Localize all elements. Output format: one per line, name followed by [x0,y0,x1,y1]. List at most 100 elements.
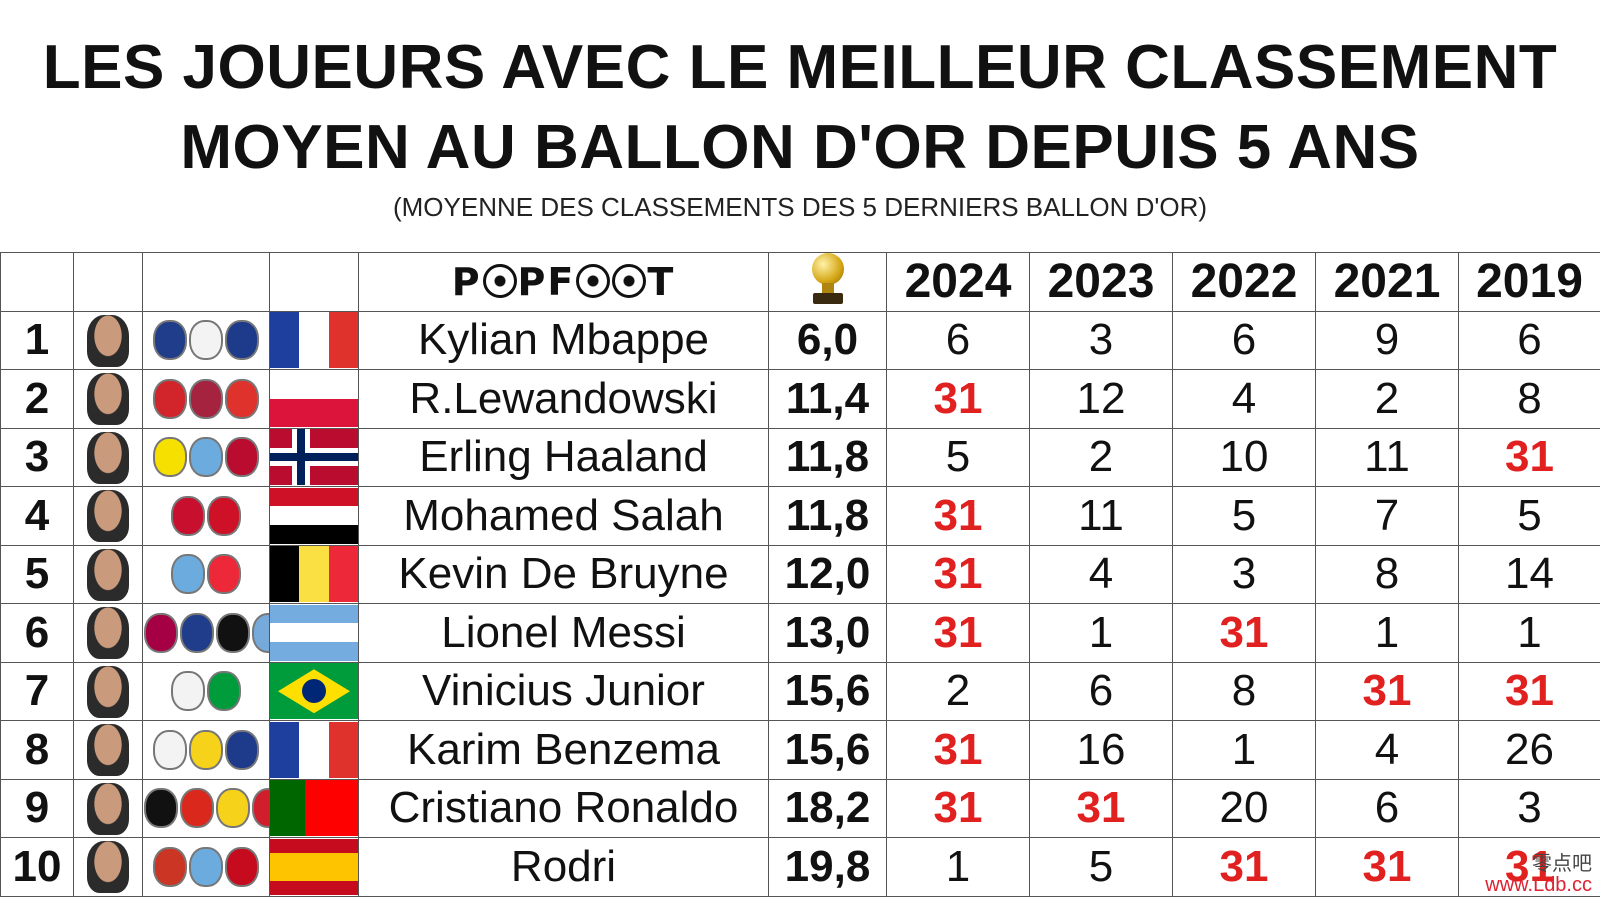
photo-cell [73,310,143,370]
club-crest-icon [216,788,250,829]
photo-cell [73,778,143,838]
rank-cell: 1 [0,310,74,370]
year-rank-cell: 31 [1172,603,1316,663]
clubs-cell [142,661,270,721]
country-flag [270,429,358,486]
header-year: 2019 [1458,252,1600,312]
year-rank-cell: 9 [1315,310,1459,370]
year-rank-cell: 6 [1029,661,1173,721]
table-row: 1 Kylian Mbappe 6,0 6 3 6 9 6 [0,310,1600,370]
photo-cell [73,427,143,487]
flag-cell [269,544,359,604]
year-rank-cell: 31 [1458,427,1600,487]
photo-cell [73,720,143,780]
player-name: R.Lewandowski [358,369,769,429]
average-rank: 15,6 [768,661,887,721]
year-rank-cell: 8 [1458,369,1600,429]
header-flag [269,252,359,312]
rank-cell: 3 [0,427,74,487]
year-rank-cell: 5 [1458,486,1600,546]
club-crest-icon [153,437,187,478]
watermark-line-1: 零点吧 [1532,853,1592,875]
year-rank-cell: 31 [1315,661,1459,721]
club-crest-icon [153,846,187,887]
country-flag [270,663,358,720]
year-rank-cell: 11 [1029,486,1173,546]
player-name: Lionel Messi [358,603,769,663]
flag-cell [269,603,359,663]
average-rank: 12,0 [768,544,887,604]
table-row: 3 Erling Haaland 11,8 5 2 10 11 31 [0,427,1600,487]
header-row: P PF T 2024 2023 2022 2021 2019 [0,252,1600,312]
average-rank: 15,6 [768,720,887,780]
country-flag [270,312,358,369]
year-rank-cell: 2 [1029,427,1173,487]
player-name: Rodri [358,837,769,897]
player-photo [87,607,129,660]
club-crest-icon [252,788,269,829]
club-crest-icon [153,320,187,361]
year-rank-cell: 7 [1315,486,1459,546]
player-photo [87,841,129,894]
rank-cell: 7 [0,661,74,721]
club-crest-icon [225,320,259,361]
flag-cell [269,720,359,780]
brand-text: P PF T [451,259,676,304]
photo-cell [73,661,143,721]
year-rank-cell: 10 [1172,427,1316,487]
player-name: Mohamed Salah [358,486,769,546]
club-crest-icon [180,612,214,653]
club-crest-icon [207,671,241,712]
year-rank-cell: 4 [1315,720,1459,780]
club-crest-icon [189,320,223,361]
header-photo [73,252,143,312]
player-photo [87,665,129,718]
clubs-cell [142,310,270,370]
club-crest-icon [171,554,205,595]
player-photo [87,490,129,543]
ballon-dor-trophy-icon [805,253,851,305]
year-rank-cell: 1 [886,837,1030,897]
rank-cell: 2 [0,369,74,429]
player-photo [87,431,129,484]
year-rank-cell: 20 [1172,778,1316,838]
year-rank-cell: 4 [1029,544,1173,604]
player-name: Vinicius Junior [358,661,769,721]
rank-cell: 4 [0,486,74,546]
flag-cell [269,427,359,487]
country-flag [270,838,358,895]
rank-cell: 9 [0,778,74,838]
watermark-line-2: www.Ldb.cc [1485,874,1592,896]
table-row: 2 R.Lewandowski 11,4 31 12 4 2 8 [0,369,1600,429]
club-crest-icon [225,729,259,770]
header-rank [0,252,74,312]
clubs-cell [142,427,270,487]
year-rank-cell: 31 [886,544,1030,604]
title-line-1: LES JOUEURS AVEC LE MEILLEUR CLASSEMENT [42,33,1558,102]
club-crest-icon [189,846,223,887]
rank-cell: 10 [0,837,74,897]
clubs-cell [142,778,270,838]
year-rank-cell: 11 [1315,427,1459,487]
year-rank-cell: 2 [886,661,1030,721]
year-rank-cell: 3 [1458,778,1600,838]
flag-cell [269,778,359,838]
year-rank-cell: 2 [1315,369,1459,429]
popfoot-logo: P PF T [452,260,676,304]
header-year: 2021 [1315,252,1459,312]
football-icon [482,264,517,299]
player-photo [87,782,129,835]
club-crest-icon [207,554,241,595]
year-rank-cell: 31 [886,486,1030,546]
player-name: Karim Benzema [358,720,769,780]
club-crest-icon [225,846,259,887]
average-rank: 19,8 [768,837,887,897]
year-rank-cell: 8 [1172,661,1316,721]
year-rank-cell: 5 [1172,486,1316,546]
country-flag [270,721,358,778]
ranking-table: P PF T 2024 2023 2022 2021 2019 1 Kylian Mb… [0,252,1600,897]
flag-cell [269,837,359,897]
flag-cell [269,661,359,721]
club-crest-icon [144,788,178,829]
average-rank: 11,8 [768,486,887,546]
